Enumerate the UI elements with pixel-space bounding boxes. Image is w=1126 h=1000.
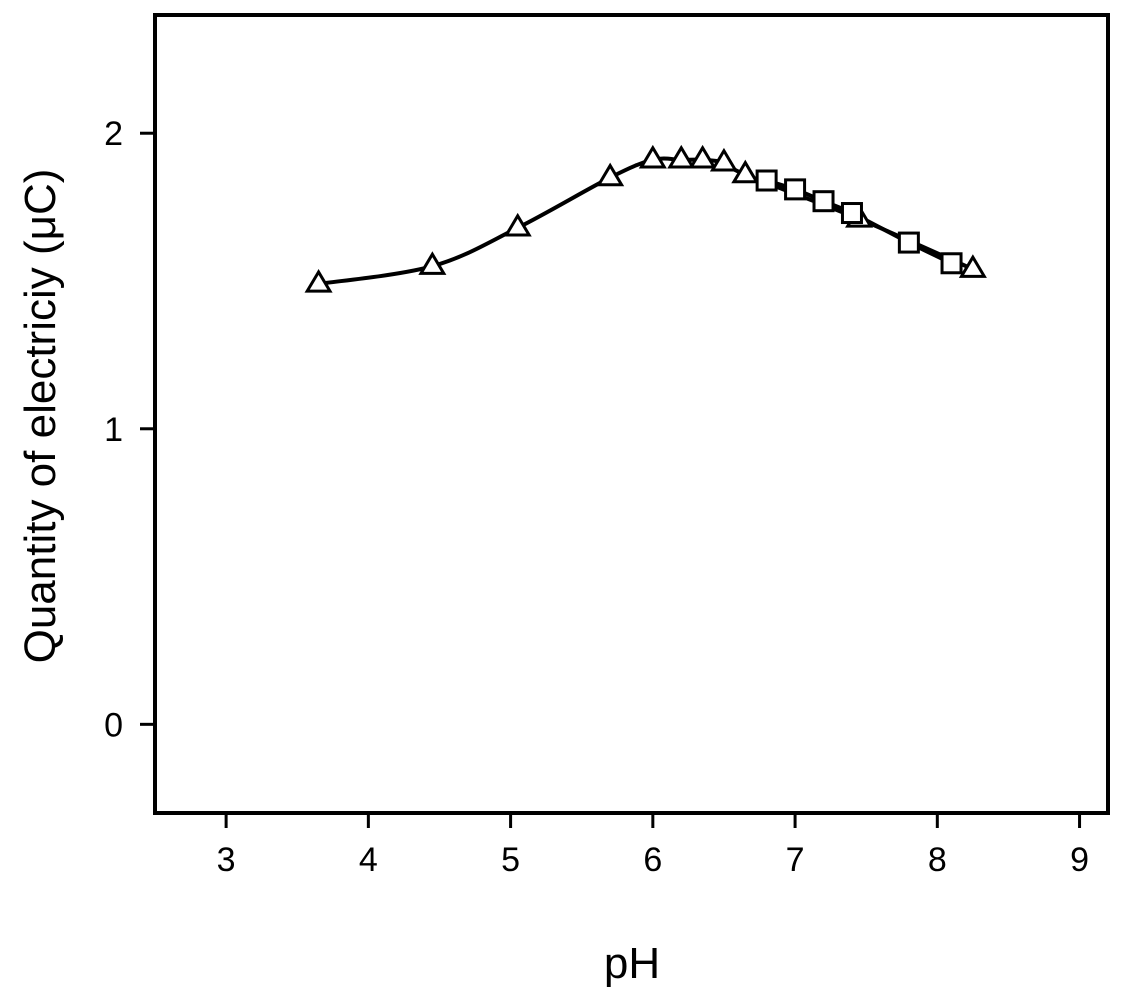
x-axis-title: pH (604, 939, 660, 988)
triangle-marker (418, 251, 447, 275)
x-tick-label: 8 (928, 841, 947, 879)
triangle-marker (958, 254, 987, 278)
x-tick-label: 9 (1070, 841, 1089, 879)
square-marker (897, 231, 920, 254)
square-marker (840, 202, 863, 225)
x-axis: 3 4 5 6 7 8 9 (217, 813, 1089, 879)
triangle-marker (503, 212, 532, 237)
x-tick-label: 3 (217, 841, 236, 879)
square-marker (784, 178, 807, 201)
square-marker (755, 169, 778, 192)
y-axis-title: Quantity of electriciy (μC) (16, 169, 65, 664)
y-axis: 0 1 2 (104, 115, 155, 744)
triangle-marker (304, 269, 333, 293)
triangle-marker (596, 162, 625, 187)
x-tick-label: 4 (359, 841, 378, 879)
y-tick-label: 1 (104, 411, 123, 449)
triangle-marker (638, 144, 667, 169)
square-marker (940, 252, 963, 275)
x-tick-label: 6 (643, 841, 662, 879)
triangle-marker (709, 147, 738, 172)
triangle-marker (688, 144, 717, 169)
series-layer (304, 144, 987, 293)
plot-frame (153, 13, 1110, 815)
x-tick-label: 7 (786, 841, 805, 879)
square-marker (812, 190, 835, 213)
triangle-marker (667, 144, 696, 169)
y-tick-label: 2 (104, 115, 123, 153)
x-tick-label: 5 (501, 841, 520, 879)
y-tick-label: 0 (104, 706, 123, 744)
triangle-marker (731, 159, 760, 184)
series-triangle-line (316, 156, 975, 286)
